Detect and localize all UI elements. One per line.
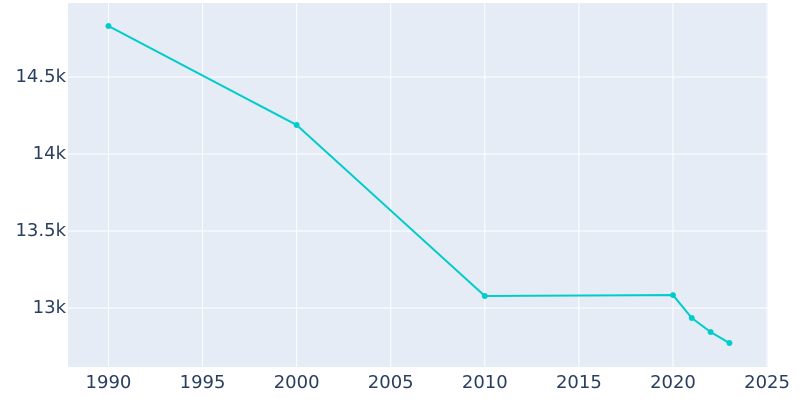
x-tick-label: 2010	[462, 372, 508, 393]
x-tick-label: 2005	[368, 372, 414, 393]
x-tick-label: 1995	[180, 372, 226, 393]
point	[293, 122, 300, 129]
x-tick-label: 2020	[650, 372, 696, 393]
point	[688, 315, 695, 322]
x-tick-label: 2000	[274, 372, 320, 393]
y-tick-label: 13.5k	[15, 220, 66, 241]
point	[726, 339, 733, 346]
point	[707, 329, 714, 336]
y-tick-label: 13k	[33, 297, 67, 318]
x-tick-label: 1990	[86, 372, 132, 393]
x-tick-label: 2025	[744, 372, 790, 393]
y-tick-label: 14.5k	[15, 66, 66, 87]
point	[481, 292, 488, 299]
x-tick-label: 2015	[556, 372, 602, 393]
y-tick-label: 14k	[33, 143, 67, 164]
point	[105, 22, 112, 29]
point	[669, 292, 676, 299]
plot-area	[68, 3, 768, 367]
